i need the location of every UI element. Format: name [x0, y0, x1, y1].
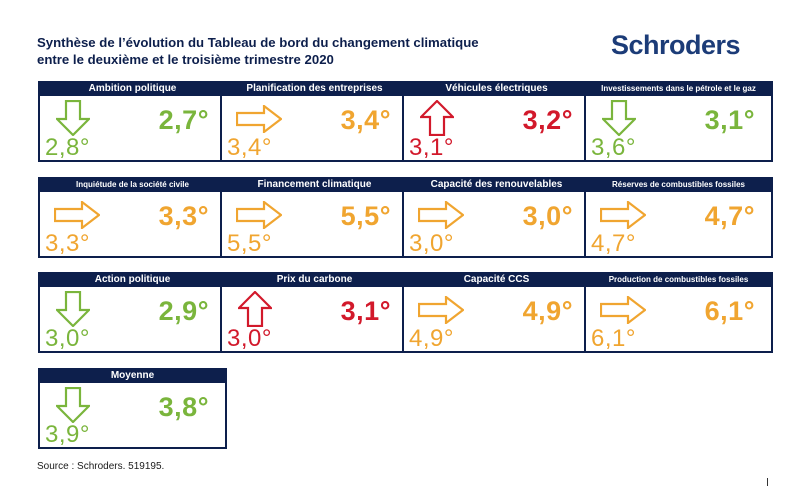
score-tile: Action politique 2,9° 3,0° [38, 272, 227, 353]
tile-body: 3,1° 3,6° [584, 96, 773, 162]
previous-score: 3,3° [45, 230, 90, 257]
score-tile: Inquiétude de la société civile 3,3° 3,3° [38, 177, 227, 258]
current-score: 4,9° [522, 296, 573, 326]
score-tile: Moyenne 3,8° 3,9° [38, 368, 227, 449]
tile-body: 4,9° 4,9° [402, 287, 591, 353]
tile-body: 3,4° 3,4° [220, 96, 409, 162]
arrow-down-icon [56, 291, 90, 327]
score-tile: Ambition politique 2,7° 2,8° [38, 81, 227, 162]
tile-body: 3,1° 3,0° [220, 287, 409, 353]
page-title: Synthèse de l’évolution du Tableau de bo… [37, 34, 557, 68]
tile-body: 2,9° 3,0° [38, 287, 227, 353]
source-note: Source : Schroders. 519195. [37, 461, 165, 472]
arrow-right-icon [236, 201, 282, 229]
arrow-right-icon [600, 201, 646, 229]
current-score: 6,1° [704, 296, 755, 326]
score-tile: Planification des entreprises 3,4° 3,4° [220, 81, 409, 162]
previous-score: 2,8° [45, 134, 90, 161]
current-score: 3,3° [158, 201, 209, 231]
score-tile: Capacité des renouvelables 3,0° 3,0° [402, 177, 591, 258]
previous-score: 3,0° [227, 325, 272, 352]
tile-title: Inquiétude de la société civile [38, 177, 227, 192]
previous-score: 3,0° [45, 325, 90, 352]
previous-score: 6,1° [591, 325, 636, 352]
current-score: 3,1° [340, 296, 391, 326]
previous-score: 3,0° [409, 230, 454, 257]
tile-title: Production de combustibles fossiles [584, 272, 773, 287]
previous-score: 3,6° [591, 134, 636, 161]
arrow-right-icon [418, 296, 464, 324]
schroders-logo: Schroders [611, 30, 741, 60]
score-tile: Capacité CCS 4,9° 4,9° [402, 272, 591, 353]
tile-body: 3,2° 3,1° [402, 96, 591, 162]
tile-body: 3,3° 3,3° [38, 192, 227, 258]
previous-score: 4,7° [591, 230, 636, 257]
page-marker [767, 478, 768, 486]
current-score: 5,5° [340, 201, 391, 231]
tile-title: Capacité CCS [402, 272, 591, 287]
current-score: 3,4° [340, 105, 391, 135]
tile-body: 6,1° 6,1° [584, 287, 773, 353]
tile-title: Réserves de combustibles fossiles [584, 177, 773, 192]
tile-title: Ambition politique [38, 81, 227, 96]
score-tile: Réserves de combustibles fossiles 4,7° 4,7… [584, 177, 773, 258]
tile-title: Véhicules électriques [402, 81, 591, 96]
arrow-up-icon [420, 100, 454, 136]
current-score: 3,8° [158, 392, 209, 422]
tile-title: Financement climatique [220, 177, 409, 192]
arrow-down-icon [56, 100, 90, 136]
tile-title: Capacité des renouvelables [402, 177, 591, 192]
arrow-right-icon [418, 201, 464, 229]
current-score: 2,7° [158, 105, 209, 135]
tile-title: Prix du carbone [220, 272, 409, 287]
tile-body: 2,7° 2,8° [38, 96, 227, 162]
tile-title: Action politique [38, 272, 227, 287]
previous-score: 3,9° [45, 421, 90, 448]
arrow-right-icon [600, 296, 646, 324]
previous-score: 3,4° [227, 134, 272, 161]
tile-body: 3,0° 3,0° [402, 192, 591, 258]
current-score: 3,0° [522, 201, 573, 231]
score-tile: Investissements dans le pétrole et le ga… [584, 81, 773, 162]
arrow-right-icon [54, 201, 100, 229]
current-score: 4,7° [704, 201, 755, 231]
score-tile: Production de combustibles fossiles 6,1° 6… [584, 272, 773, 353]
arrow-down-icon [602, 100, 636, 136]
tile-title: Investissements dans le pétrole et le ga… [584, 81, 773, 96]
tile-body: 5,5° 5,5° [220, 192, 409, 258]
previous-score: 4,9° [409, 325, 454, 352]
title-line-2: entre le deuxième et le troisième trimes… [37, 52, 334, 67]
current-score: 3,1° [704, 105, 755, 135]
arrow-down-icon [56, 387, 90, 423]
tile-title: Moyenne [38, 368, 227, 383]
arrow-up-icon [238, 291, 272, 327]
score-tile: Prix du carbone 3,1° 3,0° [220, 272, 409, 353]
previous-score: 5,5° [227, 230, 272, 257]
previous-score: 3,1° [409, 134, 454, 161]
current-score: 3,2° [522, 105, 573, 135]
score-tile: Financement climatique 5,5° 5,5° [220, 177, 409, 258]
title-line-1: Synthèse de l’évolution du Tableau de bo… [37, 35, 479, 50]
tile-body: 3,8° 3,9° [38, 383, 227, 449]
tile-body: 4,7° 4,7° [584, 192, 773, 258]
arrow-right-icon [236, 105, 282, 133]
score-tile: Véhicules électriques 3,2° 3,1° [402, 81, 591, 162]
tile-title: Planification des entreprises [220, 81, 409, 96]
current-score: 2,9° [158, 296, 209, 326]
